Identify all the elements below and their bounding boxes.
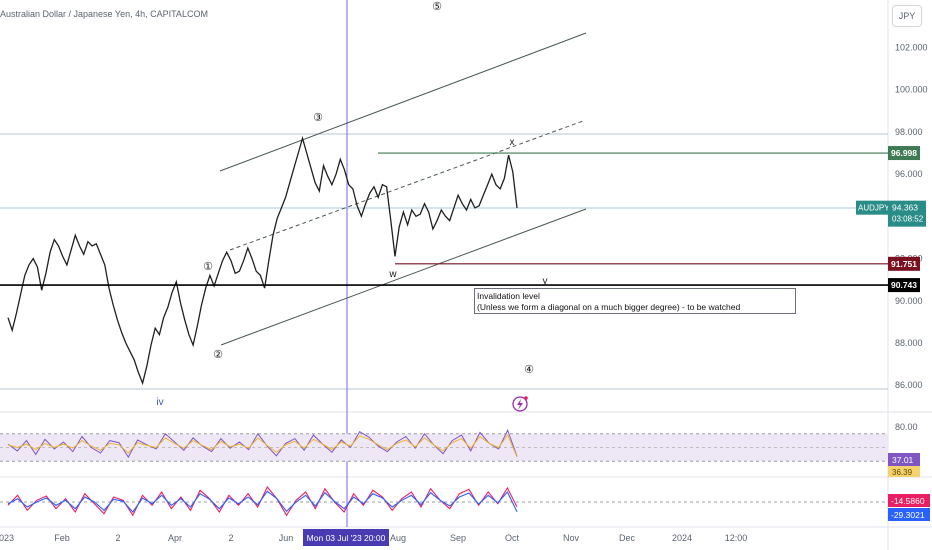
level-label: 90.743 [891,280,917,290]
price-tick-label: 86.000 [895,380,923,390]
osc-value-badge [888,494,930,507]
channel-lower-line [220,208,587,346]
notification-dot [524,396,528,400]
wave-label: x [510,137,515,148]
wave-label: ② [213,349,223,361]
invalidation-line1: Invalidation level [477,291,540,301]
lightning-icon-bolt [517,399,523,410]
time-tick-label: Oct [505,533,520,543]
price-tick-label: 90.000 [895,296,923,306]
osc-signal-badge [888,508,930,521]
price-tick-label: 96.000 [895,169,923,179]
rsi-value-label: 37.01 [892,455,914,465]
chart-title: Australian Dollar / Japanese Yen, 4h, CA… [0,9,208,19]
time-tick-label: 2 [228,533,233,543]
channel-mid-line [229,120,584,251]
time-tick-label: 2024 [672,533,692,543]
currency-button[interactable]: JPY [892,5,922,27]
wave-label: ④ [524,364,534,376]
wave-label: iv [156,397,163,408]
wave-label: ⑤ [432,1,442,13]
wave-label: w [388,269,397,280]
level-badge [888,278,920,293]
time-tick-label: Feb [54,533,70,543]
time-tick-label: 2023 [0,533,14,543]
symbol-badge [856,200,888,215]
time-tick-label: Nov [563,533,580,543]
price-tick-label: 88.000 [895,338,923,348]
level-badge [888,256,920,271]
time-tick-label: Aug [390,533,406,543]
last-price-label: 94.363 [892,203,918,213]
symbol-label: AUDJPY [858,204,890,213]
price-tick-label: 98.000 [895,127,923,137]
level-badge [888,146,920,161]
price-tick-label: 100.000 [895,85,928,95]
osc-slow-line [7,490,518,513]
channel-upper-line [219,32,587,172]
level-label: 91.751 [891,259,917,269]
osc-signal-label: -29.3021 [891,510,925,520]
crosshair-time-badge [303,529,389,546]
rsi-line [7,429,518,459]
time-tick-label: Dec [619,533,636,543]
invalidation-note[interactable]: Invalidation level (Unless we form a dia… [474,288,796,314]
lightning-icon [512,396,528,412]
time-tick-label: Apr [168,533,182,543]
time-tick-label: 12:00 [725,533,748,543]
wave-label: ① [203,261,213,273]
last-price-badge [888,200,926,227]
rsi-signal-label: 36.39 [892,468,913,477]
time-tick-label: Jun [279,533,294,543]
rsi-value-badge [888,453,920,466]
osc-fast-line [7,485,518,517]
time-tick-label: Sep [450,533,466,543]
rsi-signal-badge [888,466,920,477]
price-series-line [7,135,518,386]
wave-label: y [543,276,548,287]
crosshair-time-label: Mon 03 Jul '23 20:00 [307,533,386,543]
countdown-label: 03:08:52 [892,215,924,224]
osc-value-label: -14.5860 [891,496,925,506]
rsi-signal-line [7,434,518,458]
price-tick-label: 102.000 [895,42,928,52]
rsi-tick-label: 80.00 [895,422,918,432]
level-label: 96.998 [891,148,917,158]
wave-label: ③ [313,112,323,124]
invalidation-line2: (Unless we form a diagonal on a much big… [477,302,741,312]
time-tick-label: 2 [115,533,120,543]
